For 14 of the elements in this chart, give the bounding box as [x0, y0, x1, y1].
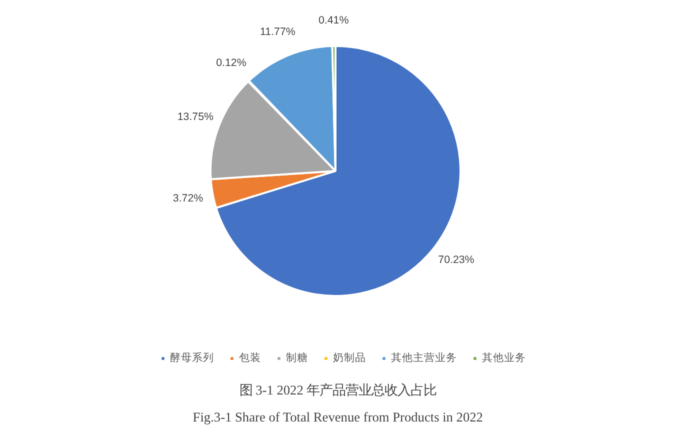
data-label: 0.41%	[318, 14, 350, 27]
legend-label: 制糖	[286, 351, 308, 365]
legend-label: 其他业务	[482, 351, 526, 365]
legend-label: 包装	[239, 351, 261, 365]
data-label: 70.23%	[438, 254, 475, 266]
text: 图 3-1 2022 年产品营业总收入占比	[239, 382, 437, 398]
data-label: 11.77%	[260, 26, 296, 38]
data-label: 13.75%	[177, 111, 214, 124]
text: Fig.3-1 Share of Total Revenue from Products in 2022	[192, 410, 483, 424]
legend-label: 奶制品	[333, 351, 366, 365]
legend-label: 酵母系列	[170, 351, 214, 365]
legend-label: 其他主营业务	[391, 351, 457, 365]
data-label: 0.12%	[216, 56, 247, 69]
data-label: 3.72%	[172, 192, 204, 204]
